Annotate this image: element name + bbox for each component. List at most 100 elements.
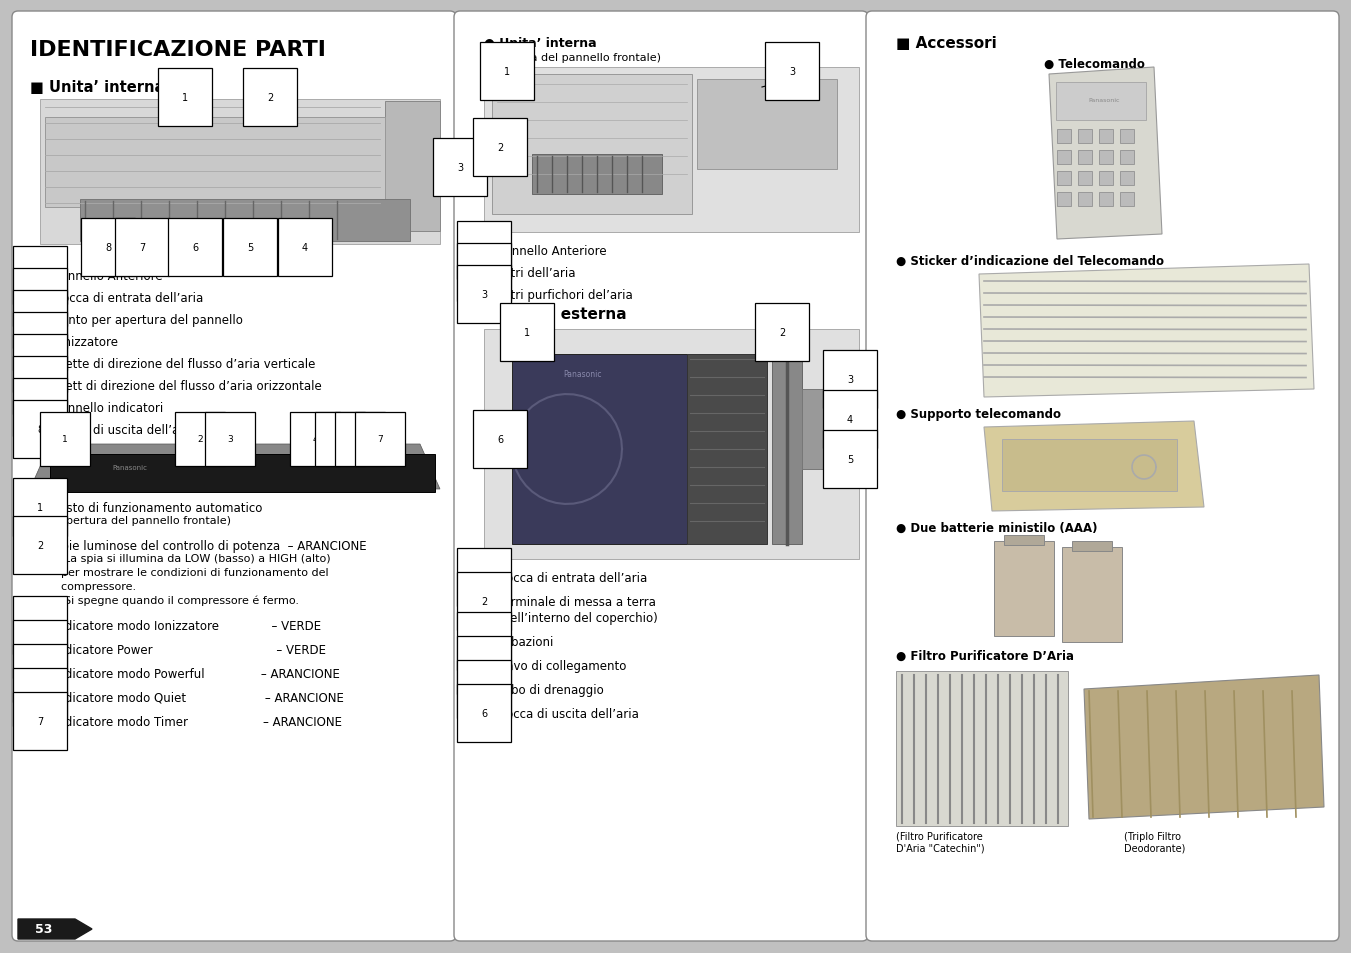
Text: per mostrare le condizioni di funzionamento del: per mostrare le condizioni di funzioname…	[54, 567, 328, 578]
Bar	[1056, 193, 1071, 207]
Bar	[1120, 151, 1133, 165]
Polygon shape	[30, 444, 440, 490]
Text: Indicatore modo Timer                    – ARANCIONE: Indicatore modo Timer – ARANCIONE	[54, 716, 342, 728]
Bar	[1056, 151, 1071, 165]
Bar	[1098, 193, 1113, 207]
Bar	[1004, 536, 1044, 545]
Text: IDENTIFICAZIONE PARTI: IDENTIFICAZIONE PARTI	[30, 40, 326, 60]
Bar	[1056, 83, 1146, 121]
Text: 5: 5	[247, 243, 253, 253]
Polygon shape	[979, 265, 1315, 397]
Text: (Triplo Filtro
Deodorante): (Triplo Filtro Deodorante)	[1124, 831, 1185, 853]
Bar	[45, 118, 385, 208]
Text: ■ Unita’ esterna: ■ Unita’ esterna	[484, 307, 627, 322]
Polygon shape	[1048, 68, 1162, 240]
Text: 3: 3	[789, 67, 794, 77]
Text: 2: 2	[780, 328, 785, 337]
Text: 1: 1	[504, 67, 511, 77]
Text: Filtri purfichori del’aria: Filtri purfichori del’aria	[499, 289, 632, 302]
Text: 4: 4	[481, 660, 488, 670]
Text: 3: 3	[227, 435, 232, 444]
Bar	[80, 200, 409, 242]
Text: 3: 3	[847, 375, 852, 385]
Text: Pannello Anteriore: Pannello Anteriore	[54, 270, 162, 283]
Text: ● Due batterie ministilo (AAA): ● Due batterie ministilo (AAA)	[896, 521, 1097, 535]
Bar	[1098, 130, 1113, 144]
Text: Filtri dell’aria: Filtri dell’aria	[499, 267, 576, 280]
Text: Cavo di collegamento: Cavo di collegamento	[499, 659, 627, 672]
Text: 6: 6	[36, 380, 43, 391]
Text: Tasto di funzionamento automatico: Tasto di funzionamento automatico	[54, 501, 262, 515]
Bar	[1071, 541, 1112, 552]
Text: ● Filtro Purificatore D’Aria: ● Filtro Purificatore D’Aria	[896, 649, 1074, 662]
Bar	[1078, 151, 1092, 165]
Bar	[1056, 130, 1071, 144]
Bar	[896, 671, 1069, 826]
Text: 8: 8	[36, 424, 43, 435]
Text: 7: 7	[139, 243, 145, 253]
Polygon shape	[1084, 676, 1324, 820]
Text: (Apertura del pannello frontale): (Apertura del pannello frontale)	[54, 516, 231, 525]
Text: Alette di direzione del flusso d’aria verticale: Alette di direzione del flusso d’aria ve…	[54, 357, 315, 371]
Text: Indicatore modo Powerful               – ARANCIONE: Indicatore modo Powerful – ARANCIONE	[54, 667, 340, 680]
Text: ● Telecomando: ● Telecomando	[1044, 58, 1144, 71]
Bar	[532, 154, 662, 194]
Text: (Apertura del pannello frontale): (Apertura del pannello frontale)	[484, 53, 661, 63]
Bar	[484, 68, 859, 233]
Bar	[1098, 172, 1113, 186]
Text: 4: 4	[301, 243, 308, 253]
Text: 2: 2	[36, 293, 43, 303]
Text: 5: 5	[847, 455, 852, 464]
Text: Punto per apertura del pannello: Punto per apertura del pannello	[54, 314, 243, 327]
Bar	[697, 80, 838, 170]
Text: • La spia si illumina da LOW (basso) a HIGH (alto): • La spia si illumina da LOW (basso) a H…	[54, 554, 331, 563]
Text: 6: 6	[481, 708, 488, 719]
Bar	[50, 455, 435, 493]
Text: 8: 8	[105, 243, 111, 253]
Text: Tubazioni: Tubazioni	[499, 636, 554, 648]
Text: 2: 2	[197, 435, 203, 444]
FancyBboxPatch shape	[12, 12, 457, 941]
Text: 5: 5	[481, 684, 488, 695]
Bar	[512, 355, 688, 544]
Text: • Si spegne quando il compressore é fermo.: • Si spegne quando il compressore é ferm…	[54, 596, 299, 606]
Text: Bocca di entrata dell’aria: Bocca di entrata dell’aria	[499, 572, 647, 584]
Text: Bocca di entrata dell’aria: Bocca di entrata dell’aria	[54, 292, 203, 305]
Text: 4: 4	[36, 336, 43, 347]
Text: 4: 4	[847, 415, 852, 424]
Text: 2: 2	[497, 143, 503, 152]
Text: 2: 2	[267, 92, 273, 103]
Text: 4: 4	[36, 644, 43, 655]
Text: 1: 1	[36, 502, 43, 513]
Text: 3: 3	[481, 637, 488, 646]
Text: 3: 3	[36, 314, 43, 325]
Text: Panasonic: Panasonic	[563, 370, 601, 379]
Text: Indicatore modo Quiet                     – ARANCIONE: Indicatore modo Quiet – ARANCIONE	[54, 691, 345, 704]
Text: ● Sticker d’indicazione del Telecomando: ● Sticker d’indicazione del Telecomando	[896, 254, 1165, 268]
Text: ■ Accessori: ■ Accessori	[896, 36, 997, 51]
Polygon shape	[984, 421, 1204, 512]
Text: 1: 1	[182, 92, 188, 103]
Text: 2: 2	[481, 268, 488, 277]
Text: Panasonic: Panasonic	[112, 464, 147, 471]
FancyBboxPatch shape	[454, 12, 867, 941]
Text: Terminale di messa a terra: Terminale di messa a terra	[499, 596, 655, 608]
Bar	[1120, 130, 1133, 144]
Bar	[1078, 130, 1092, 144]
Text: (Filtro Purificatore
D'Aria "Catechin"): (Filtro Purificatore D'Aria "Catechin")	[896, 831, 985, 853]
Bar	[688, 355, 767, 544]
FancyBboxPatch shape	[866, 12, 1339, 941]
Text: 6: 6	[497, 435, 503, 444]
Text: Indicatore modo Ionizzatore              – VERDE: Indicatore modo Ionizzatore – VERDE	[54, 619, 322, 633]
Text: Indicatore Power                                 – VERDE: Indicatore Power – VERDE	[54, 643, 326, 657]
Text: 3: 3	[481, 290, 488, 299]
Text: (nell’interno del coperchio): (nell’interno del coperchio)	[499, 612, 658, 624]
Polygon shape	[18, 919, 92, 939]
Bar	[771, 345, 802, 544]
Text: 3: 3	[457, 163, 463, 172]
Bar	[484, 330, 859, 559]
Text: compressore.: compressore.	[54, 581, 136, 592]
Text: ● Supporto telecomando: ● Supporto telecomando	[896, 408, 1061, 420]
Bar	[1098, 151, 1113, 165]
Text: 6: 6	[36, 692, 43, 702]
